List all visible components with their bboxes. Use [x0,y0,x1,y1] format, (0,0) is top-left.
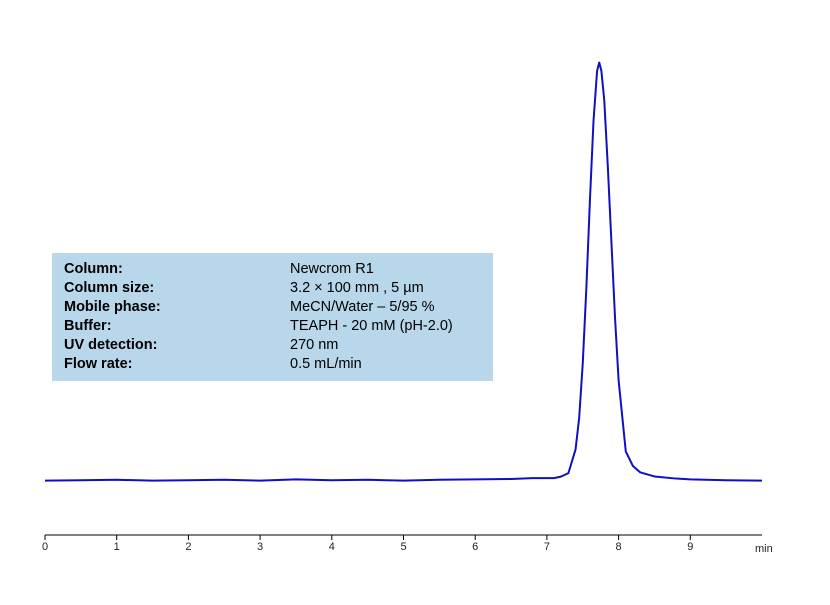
x-axis-label: min [755,543,773,555]
info-value: TEAPH - 20 mM (pH-2.0) [290,318,453,334]
trace [44,61,763,482]
info-value: 0.5 mL/min [290,356,362,372]
x-tick-label: 5 [400,541,406,553]
info-value: MeCN/Water – 5/95 % [290,299,435,315]
x-tick-label: 8 [616,541,622,553]
info-label: UV detection: [64,337,157,353]
info-label: Mobile phase: [64,299,161,315]
x-tick-label: 9 [687,541,693,553]
info-label: Flow rate: [64,356,132,372]
x-tick-label: 3 [257,541,263,553]
x-tick-label: 6 [472,541,478,553]
x-tick-label: 0 [42,541,48,553]
info-box [52,253,493,381]
info-value: 3.2 × 100 mm , 5 µm [290,280,424,296]
info-value: Newcrom R1 [290,261,374,277]
info-label: Buffer: [64,318,112,334]
info-panel: Column: Newcrom R1 Column size: 3.2 × 100 m… [64,261,453,372]
x-tick-label: 7 [544,541,550,553]
info-value: 270 nm [290,337,338,353]
x-tick-label: 4 [329,541,335,553]
info-label: Column size: [64,280,154,296]
info-label: Column: [64,261,123,277]
x-tick-label: 2 [185,541,191,553]
x-tick-label: 1 [114,541,120,553]
